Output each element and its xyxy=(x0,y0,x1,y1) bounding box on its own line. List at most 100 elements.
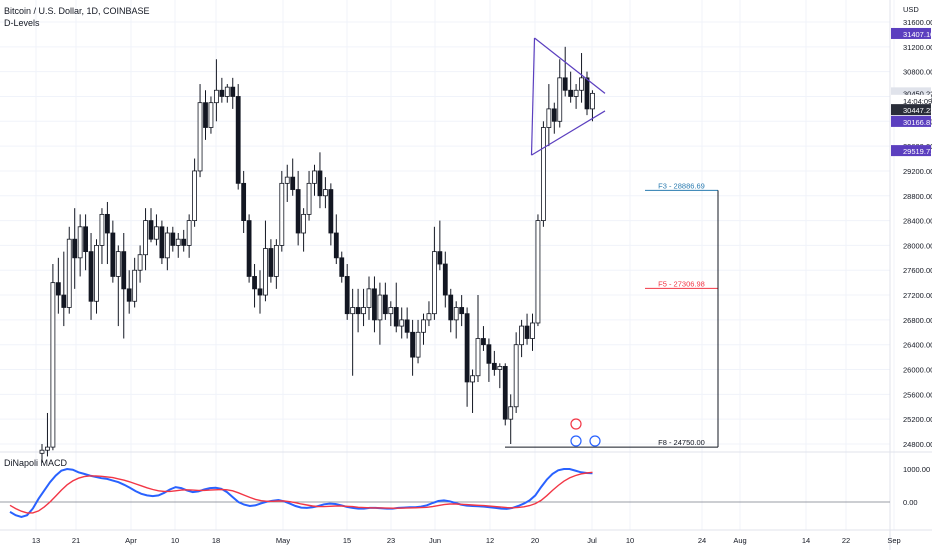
time-tick-label: Sep xyxy=(887,536,900,545)
candle-body xyxy=(590,92,595,110)
macd-tick-label: 0.00 xyxy=(903,498,918,507)
triangle-upper-line xyxy=(534,37,606,94)
candle-body xyxy=(421,319,426,333)
candle-body xyxy=(513,344,519,408)
candle-body xyxy=(426,313,432,321)
candle-body xyxy=(181,238,187,246)
price-badge xyxy=(891,27,931,39)
candle-body xyxy=(126,288,132,302)
price-tick-label: 28800.00 xyxy=(903,192,932,201)
macd-title: DiNapoli MACD xyxy=(4,458,68,468)
candle-body xyxy=(322,189,328,197)
candle-body xyxy=(584,77,590,110)
candle-body xyxy=(393,307,399,327)
candle-body xyxy=(491,362,497,370)
candle-body xyxy=(355,307,361,315)
price-badge xyxy=(891,87,931,99)
time-tick-label: 14 xyxy=(802,536,810,545)
candle-body xyxy=(344,276,350,315)
time-tick-label: 10 xyxy=(171,536,179,545)
candle-body xyxy=(562,77,568,91)
price-badge xyxy=(891,104,931,116)
time-tick-label: May xyxy=(276,536,290,545)
macd-line xyxy=(9,467,593,518)
candle-body xyxy=(121,251,127,290)
macd-tick-label: 1000.00 xyxy=(903,465,930,474)
signal-line xyxy=(9,471,593,514)
price-badge xyxy=(891,145,931,157)
candle-body xyxy=(66,238,72,308)
candle-body xyxy=(339,257,345,277)
price-badge-text: 30166.81 xyxy=(903,118,932,127)
candle-body xyxy=(213,89,219,104)
level-label: F8 - 24750.00 xyxy=(658,438,705,447)
indicator-label: D-Levels xyxy=(4,18,40,28)
candle-body xyxy=(431,251,437,315)
candle-body xyxy=(486,344,492,364)
candle-body xyxy=(382,294,388,315)
candle-body xyxy=(192,170,198,221)
event-icon xyxy=(589,435,601,447)
candle-body xyxy=(284,176,290,184)
price-tick-label: 30800.00 xyxy=(903,68,932,77)
candle-body xyxy=(170,232,176,246)
candle-body xyxy=(263,248,268,296)
candle-body xyxy=(290,176,296,190)
candle-body xyxy=(317,170,323,197)
price-tick-label: 31600.00 xyxy=(903,18,932,27)
triangle-left-line xyxy=(530,37,536,156)
candle-body xyxy=(159,226,165,259)
candle-body xyxy=(333,232,339,259)
candle-body xyxy=(573,89,579,97)
price-tick-label: 25200.00 xyxy=(903,415,932,424)
candle-body xyxy=(132,269,138,302)
event-icon xyxy=(570,435,582,447)
candle-body xyxy=(197,102,203,172)
candle-body xyxy=(99,213,105,246)
time-tick-label: 24 xyxy=(698,536,706,545)
candle-body xyxy=(246,220,252,277)
symbol-title: Bitcoin / U.S. Dollar, 1D, COINBASE xyxy=(4,6,150,16)
price-badge-text: 30447.23 xyxy=(903,106,932,115)
candle-body xyxy=(557,77,563,122)
price-badge xyxy=(891,115,931,127)
candle-body xyxy=(257,288,263,296)
candle-body xyxy=(530,322,535,339)
price-tick-label: 26000.00 xyxy=(903,366,932,375)
candle-body xyxy=(453,307,459,321)
price-badge-text: 30450.22 xyxy=(903,89,932,98)
price-tick-label: 29200.00 xyxy=(903,167,932,176)
candle-body xyxy=(208,102,214,128)
candle-body xyxy=(252,276,257,290)
time-tick-label: Aug xyxy=(733,536,746,545)
candle-body xyxy=(524,325,530,339)
candle-body xyxy=(110,232,116,277)
candle-body xyxy=(415,331,421,358)
candle-body xyxy=(377,294,383,321)
triangle-lower-line xyxy=(531,110,606,156)
candle-body xyxy=(404,319,410,333)
candle-body xyxy=(268,248,274,277)
candle-body xyxy=(94,245,99,302)
candle-body xyxy=(312,170,317,184)
candle-body xyxy=(464,313,470,383)
candle-body xyxy=(502,366,508,420)
level-label: F5 - 27306.98 xyxy=(658,279,705,288)
candle-body xyxy=(154,226,159,240)
candle-body xyxy=(372,288,377,321)
candle-body xyxy=(579,77,584,91)
price-tick-label: 31200.00 xyxy=(903,43,932,52)
candle-body xyxy=(83,226,88,253)
candle-body xyxy=(88,251,94,302)
time-tick-label: Jun xyxy=(429,536,441,545)
candle-body xyxy=(519,325,524,346)
candle-body xyxy=(508,406,514,420)
price-tick-label: 28400.00 xyxy=(903,217,932,226)
time-tick-label: 22 xyxy=(842,536,850,545)
candle-body xyxy=(306,182,312,215)
candle-body xyxy=(568,89,574,97)
candle-body xyxy=(399,319,405,327)
candle-body xyxy=(350,307,356,315)
